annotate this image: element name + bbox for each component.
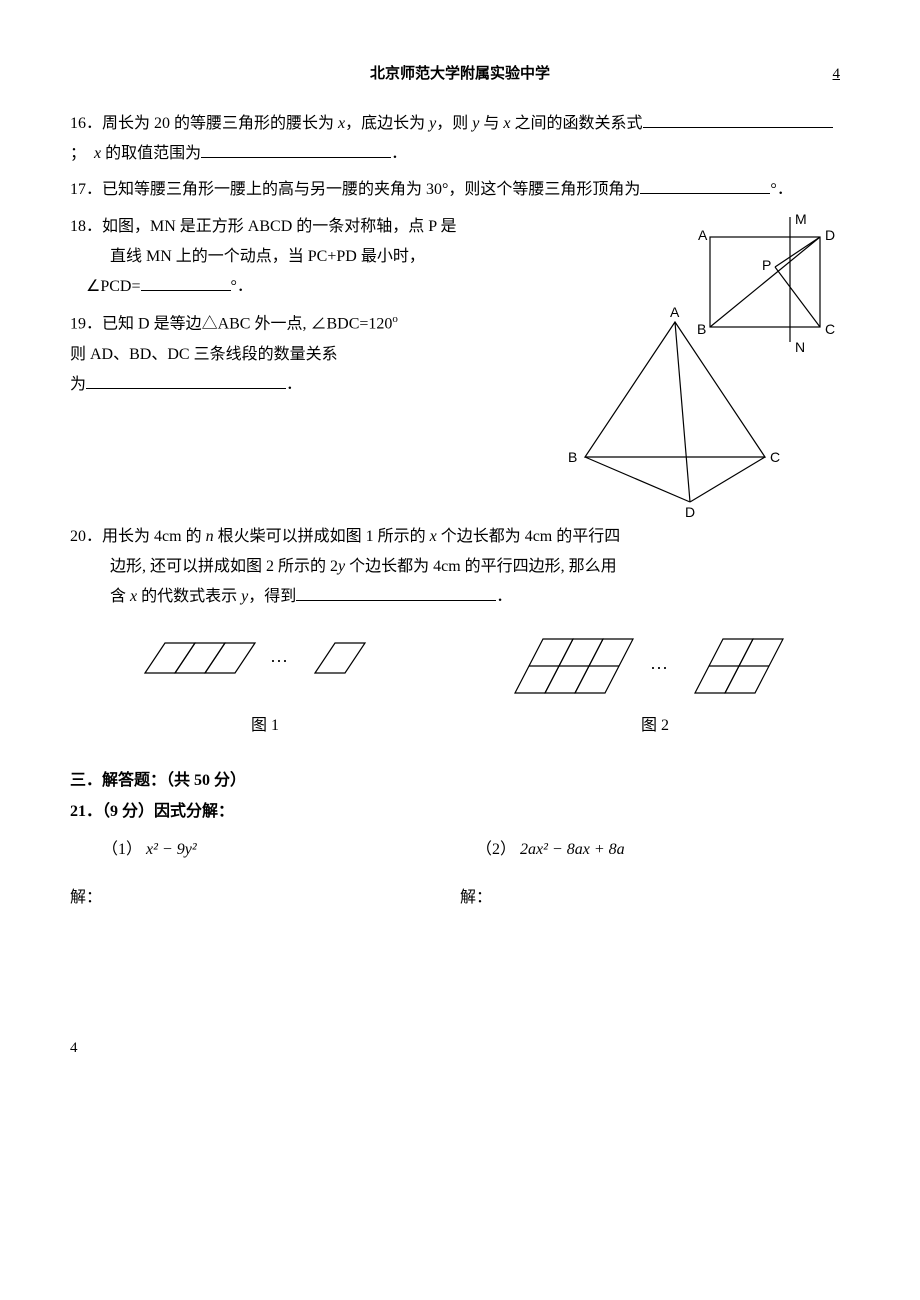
q21-sol1: 解： (70, 883, 460, 913)
q18-l1: 如图，MN 是正方形 ABCD 的一条对称轴，点 P 是 (102, 218, 457, 235)
q19-l3: 为 (70, 376, 86, 393)
page-number-bottom: 4 (70, 1034, 850, 1063)
fig19-B: B (568, 449, 577, 465)
fig18-C: C (825, 321, 835, 337)
q21-parts: （1） x² − 9y² （2） 2ax² − 8ax + 8a (70, 835, 850, 865)
q19-l1a: 已知 D 是等边△ABC 外一点, ∠BDC=120 (102, 315, 392, 332)
q19-num: 19． (70, 315, 102, 332)
q16-sep: ； (70, 145, 86, 162)
q20-n: n (206, 528, 214, 545)
q20-l2b: 个边长都为 4cm 的平行四边形, 那么用 (345, 558, 617, 575)
fig1-label: 图 1 (251, 711, 279, 741)
q17-num: 17． (70, 181, 102, 198)
q19-blank[interactable] (86, 372, 286, 389)
fig2-label: 图 2 (641, 711, 669, 741)
q16-t1: 周长为 20 的等腰三角形的腰长为 (102, 115, 338, 132)
question-16: 16．周长为 20 的等腰三角形的腰长为 x，底边长为 y，则 y 与 x 之间… (70, 109, 850, 170)
q16-x2: x (503, 115, 510, 132)
fig18-A: A (698, 227, 708, 243)
q21-head: 21．（9 分）因式分解： (70, 797, 850, 827)
q16-end: ． (391, 145, 407, 162)
q20-l1c: 个边长都为 4cm 的平行四 (437, 528, 621, 545)
fig19-C: C (770, 449, 780, 465)
fig18-N: N (795, 339, 805, 355)
question-19: 19．已知 D 是等边△ABC 外一点, ∠BDC=120o 则 AD、BD、D… (70, 309, 580, 401)
figure-q19: A B C D (560, 307, 790, 517)
page-header: 北京师范大学附属实验中学 4 (70, 60, 850, 89)
section-3-title: 三．解答题：（共 50 分） (70, 766, 850, 796)
q19-deg: o (392, 313, 398, 325)
q19-end: ． (286, 376, 302, 393)
q20-l1b: 根火柴可以拼成如图 1 所示的 (214, 528, 430, 545)
question-17: 17．已知等腰三角形一腰上的高与另一腰的夹角为 30°，则这个等腰三角形顶角为 °… (70, 175, 850, 205)
q21-p1-num: （1） (102, 841, 142, 858)
q17-unit: °． (770, 181, 792, 198)
q20-l2a: 边形, 还可以拼成如图 2 所示的 2 (110, 558, 338, 575)
q20-num: 20． (70, 528, 102, 545)
q20-blank[interactable] (296, 584, 496, 601)
q21-solutions: 解： 解： (70, 883, 850, 913)
page-number-top: 4 (833, 60, 841, 89)
q21-p1-expr: x² − 9y² (146, 841, 197, 858)
q20-l3c: ，得到 (248, 588, 296, 605)
school-name: 北京师范大学附属实验中学 (370, 66, 550, 82)
question-18: 18．如图，MN 是正方形 ABCD 的一条对称轴，点 P 是 直线 MN 上的… (70, 212, 580, 303)
q20-fig-labels: 图 1 图 2 (70, 711, 850, 741)
q20-x1: x (430, 528, 437, 545)
fig18-P: P (762, 257, 771, 273)
q20-l3a: 含 (110, 588, 130, 605)
q16-blank1[interactable] (643, 111, 833, 128)
q18-l3a: ∠PCD= (86, 278, 141, 295)
q18-l2: 直线 MN 上的一个动点，当 PC+PD 最小时， (110, 248, 425, 265)
question-20: 20．用长为 4cm 的 n 根火柴可以拼成如图 1 所示的 x 个边长都为 4… (70, 522, 850, 613)
fig20-2-dots: ··· (650, 657, 668, 677)
q21-p2-expr: 2ax² − 8ax + 8a (520, 841, 625, 858)
q16-t4: 与 (479, 115, 503, 132)
q20-figures: ··· ··· (70, 633, 850, 703)
q21-p2-num: （2） (476, 841, 516, 858)
q16-t2: ，底边长为 (345, 115, 429, 132)
q16-num: 16． (70, 115, 102, 132)
fig20-1-dots: ··· (270, 650, 288, 670)
q20-end: ． (496, 588, 512, 605)
fig18-D: D (825, 227, 835, 243)
q18-num: 18． (70, 218, 102, 235)
figure-20-1: ··· (125, 633, 385, 688)
q17-t1: 已知等腰三角形一腰上的高与另一腰的夹角为 30°，则这个等腰三角形顶角为 (102, 181, 640, 198)
q19-l2: 则 AD、BD、DC 三条线段的数量关系 (70, 346, 338, 363)
q18-q19-row: 18．如图，MN 是正方形 ABCD 的一条对称轴，点 P 是 直线 MN 上的… (70, 212, 850, 512)
fig19-D: D (685, 504, 695, 520)
q20-l3b: 的代数式表示 (137, 588, 241, 605)
q16-t3: ，则 (436, 115, 472, 132)
q16-t6b: 的取值范围为 (101, 145, 201, 162)
q16-blank2[interactable] (201, 141, 391, 158)
q17-blank[interactable] (640, 177, 770, 194)
figure-20-2: ··· (495, 633, 795, 703)
q16-t5: 之间的函数关系式 (511, 115, 643, 132)
q18-l3b: °． (231, 278, 253, 295)
fig18-M: M (795, 211, 807, 227)
q20-l1a: 用长为 4cm 的 (102, 528, 206, 545)
q18-blank[interactable] (141, 274, 231, 291)
q21-sol2: 解： (460, 883, 850, 913)
fig19-A: A (670, 304, 680, 320)
